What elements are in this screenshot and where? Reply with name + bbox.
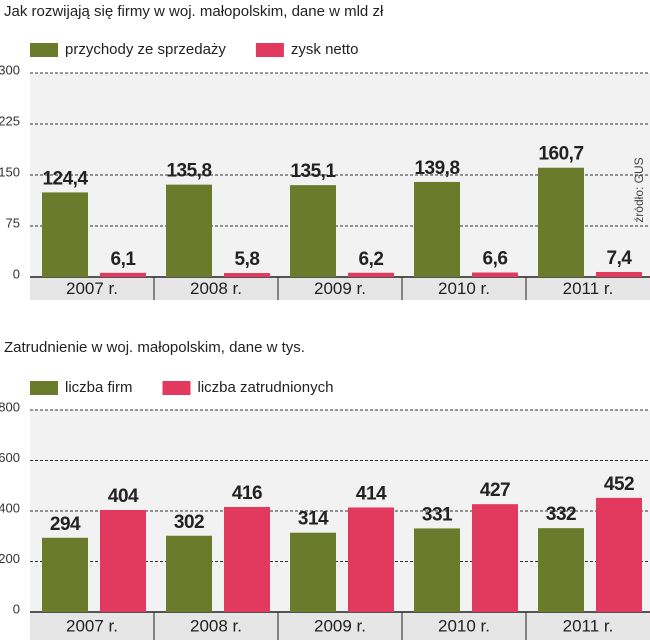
bar	[348, 507, 394, 612]
legend-label: liczba zatrudnionych	[198, 379, 334, 396]
y-tick-label: 200	[0, 551, 20, 566]
x-axis-band	[30, 277, 650, 300]
chart-title: Jak rozwijają się firmy w woj. małopolsk…	[4, 3, 384, 20]
y-tick-label: 0	[13, 601, 20, 616]
y-tick-label: 600	[0, 450, 20, 465]
x-tick-label: 2011 r.	[563, 279, 614, 298]
x-tick-label: 2008 r.	[190, 616, 242, 635]
bar	[596, 271, 642, 277]
value-label: 332	[546, 504, 576, 525]
bar	[100, 509, 146, 612]
x-tick-label: 2008 r.	[190, 279, 242, 298]
bar	[472, 272, 518, 277]
y-tick-label: 150	[0, 164, 20, 179]
value-label: 404	[108, 486, 139, 507]
bar	[166, 184, 212, 277]
bar	[290, 532, 336, 612]
value-label: 6,1	[111, 249, 137, 270]
x-tick-label: 2007 r.	[66, 616, 118, 635]
x-tick-label: 2011 r.	[563, 616, 614, 635]
source-note: źródło: GUS	[632, 157, 646, 222]
bar	[166, 535, 212, 612]
bar	[414, 528, 460, 612]
y-tick-label: 800	[0, 399, 20, 414]
y-tick-label: 75	[6, 215, 20, 230]
legend-label: przychody ze sprzedaży	[65, 41, 226, 58]
value-label: 414	[356, 483, 387, 504]
y-tick-label: 0	[13, 266, 20, 281]
legend-swatch	[30, 381, 58, 395]
y-tick-label: 300	[0, 62, 20, 77]
legend-label: liczba firm	[65, 379, 133, 396]
value-label: 314	[298, 509, 329, 530]
value-label: 5,8	[235, 249, 260, 270]
x-tick-label: 2010 r.	[438, 279, 490, 298]
bar	[348, 272, 394, 277]
legend-swatch	[30, 43, 58, 57]
bar	[414, 181, 460, 277]
value-label: 416	[232, 483, 262, 504]
legend-swatch	[162, 381, 191, 395]
value-label: 6,2	[359, 249, 384, 270]
value-label: 452	[604, 474, 634, 495]
bar	[290, 185, 336, 277]
value-label: 139,8	[414, 158, 459, 179]
bar	[42, 537, 88, 612]
x-tick-label: 2009 r.	[314, 279, 366, 298]
chart-title: Zatrudnienie w woj. małopolskim, dane w …	[4, 339, 305, 356]
bar	[472, 504, 518, 612]
bar	[100, 272, 146, 277]
value-label: 135,1	[290, 161, 336, 182]
x-tick-label: 2010 r.	[438, 616, 490, 635]
x-axis-band	[30, 612, 650, 640]
bar	[538, 528, 584, 612]
y-tick-label: 225	[0, 113, 20, 128]
value-label: 294	[50, 514, 81, 535]
legend-swatch	[255, 43, 284, 57]
legend-label: zysk netto	[291, 41, 359, 58]
x-tick-label: 2007 r.	[66, 279, 118, 298]
value-label: 124,4	[42, 168, 88, 189]
bar	[538, 167, 584, 277]
y-tick-label: 400	[0, 500, 20, 515]
bar	[42, 192, 88, 277]
x-tick-label: 2009 r.	[314, 616, 366, 635]
bar	[224, 506, 270, 612]
value-label: 6,6	[483, 249, 508, 270]
value-label: 160,7	[538, 144, 583, 165]
value-label: 427	[480, 480, 510, 501]
bar	[596, 497, 642, 612]
value-label: 135,8	[166, 161, 211, 182]
value-label: 302	[174, 512, 204, 533]
value-label: 331	[422, 504, 453, 525]
value-label: 7,4	[607, 248, 633, 269]
bar	[224, 273, 270, 277]
